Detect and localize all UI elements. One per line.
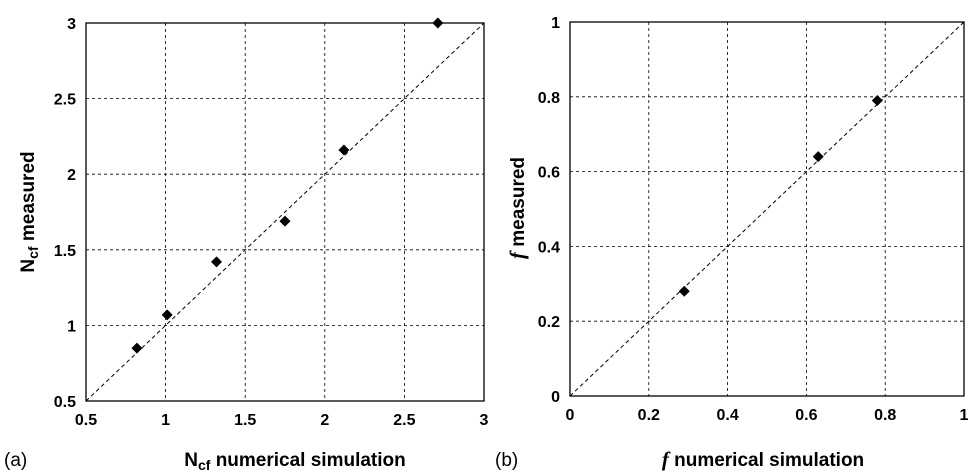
panel-a-data-point-diamond (131, 342, 143, 354)
panel-a-y-tick-label: 2 (67, 167, 76, 184)
panel-a-label: (a) (4, 450, 27, 471)
panel-a-identity-line (85, 22, 485, 402)
panel-b-x-tick-label: 0.6 (795, 407, 817, 424)
panel-b-y-tick-label: 0.4 (538, 239, 560, 256)
panel-a-data-point-diamond (338, 144, 350, 156)
panel-a-plot-frame (85, 22, 485, 402)
panel-b-x-tick-label: 0.8 (874, 407, 896, 424)
panel-a-x-tick-label: 1 (161, 412, 170, 429)
panel-a-x-axis-label: Ncf numerical simulation (184, 450, 406, 473)
panel-a-data-points (131, 17, 444, 354)
panel-a-chart: 0.5 1 1.5 2 2.5 3 0.5 1 1.5 2 2.5 3 Ncf numerical … (4, 16, 489, 473)
panel-a-y-tick-label: 1.5 (54, 243, 76, 260)
panel-a-data-point-diamond (279, 215, 291, 227)
panel-a-y-tick-label: 2.5 (54, 92, 76, 109)
panel-a-data-point-diamond (432, 17, 444, 29)
panel-a-x-tick-label: 0.5 (75, 412, 97, 429)
panel-a-x-tick-labels: 0.5 1 1.5 2 2.5 3 (75, 412, 489, 429)
panel-a-y-tick-labels: 0.5 1 1.5 2 2.5 3 (54, 16, 76, 411)
panel-a-gridlines (86, 23, 484, 401)
panel-b-x-tick-label: 0 (566, 407, 575, 424)
panel-b-y-tick-label: 0.8 (538, 90, 560, 107)
panel-a-data-point-diamond (161, 309, 173, 321)
panel-b-identity-line (569, 21, 965, 397)
panel-b-data-point-diamond (812, 151, 824, 163)
panel-b-y-tick-label: 0 (551, 389, 560, 406)
panel-a-y-axis-label: Ncf measured (18, 151, 41, 272)
panel-a-y-tick-label: 3 (67, 16, 76, 33)
panel-b-y-tick-label: 1 (551, 15, 560, 32)
panel-b-x-tick-labels: 0 0.2 0.4 0.6 0.8 1 (566, 407, 969, 424)
panel-a-x-tick-label: 3 (480, 412, 489, 429)
panel-b-x-tick-label: 0.2 (638, 407, 660, 424)
panel-a-data-point-diamond (211, 256, 223, 268)
panel-b-label: (b) (495, 450, 518, 471)
panel-a-y-tick-label: 0.5 (54, 394, 76, 411)
panel-b-x-tick-label: 1 (960, 407, 969, 424)
panel-a-y-tick-label: 1 (67, 318, 76, 335)
panel-b-data-point-diamond (871, 95, 883, 107)
panel-b-y-tick-label: 0.6 (538, 165, 560, 182)
panel-b-y-tick-label: 0.2 (538, 314, 560, 331)
panel-b-data-point-diamond (678, 285, 690, 297)
panel-b-x-axis-label: f numerical simulation (662, 447, 864, 471)
panel-b-chart: 0 0.2 0.4 0.6 0.8 1 0 0.2 0.4 0.6 0.8 1 f numerica… (495, 15, 969, 471)
panel-b-data-points (678, 95, 883, 297)
panel-b-gridlines (570, 22, 964, 396)
panel-a-x-tick-label: 1.5 (234, 412, 256, 429)
panel-a-x-tick-label: 2 (320, 412, 329, 429)
panel-b-y-axis-label: f measured (505, 157, 529, 259)
panel-a-x-tick-label: 2.5 (393, 412, 415, 429)
panel-b-y-tick-labels: 0 0.2 0.4 0.6 0.8 1 (538, 15, 560, 406)
panel-b-plot-frame (569, 21, 965, 397)
panel-b-x-tick-label: 0.4 (716, 407, 738, 424)
